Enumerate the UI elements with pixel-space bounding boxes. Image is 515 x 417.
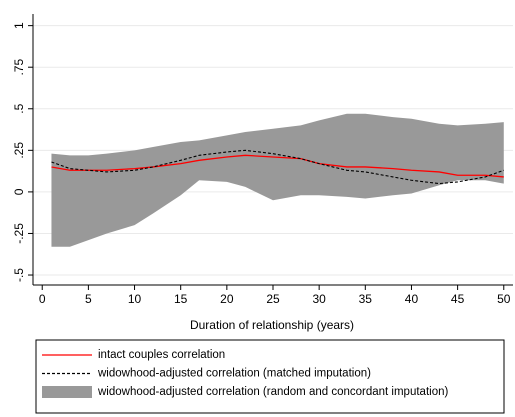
range-area xyxy=(51,113,504,247)
y-tick-label: .75 xyxy=(12,59,26,76)
legend-swatch xyxy=(42,386,92,398)
y-tick-label: 1 xyxy=(12,22,26,29)
line xyxy=(51,149,504,185)
legend-label: intact couples correlation xyxy=(98,349,225,361)
x-tick-label: 5 xyxy=(85,292,92,306)
legend-box xyxy=(35,339,505,414)
y-tick-label: .5 xyxy=(12,103,26,113)
x-tick-label: 35 xyxy=(359,292,373,306)
y-tick-label: 0 xyxy=(12,188,26,195)
line xyxy=(51,154,504,178)
legend: intact couples correlation widowhood-adju… xyxy=(42,349,448,398)
x-tick-label: 25 xyxy=(266,292,280,306)
y-tick-label: -.5 xyxy=(12,268,26,282)
y-tick-label: -.25 xyxy=(12,223,26,244)
x-tick-label: 0 xyxy=(39,292,46,306)
x-tick-label: 45 xyxy=(451,292,465,306)
legend-label: widowhood-adjusted correlation (random a… xyxy=(97,386,448,398)
x-tick-label: 40 xyxy=(405,292,419,306)
x-tick-label: 50 xyxy=(497,292,511,306)
x-tick-label: 20 xyxy=(220,292,234,306)
x-tick-label: 10 xyxy=(128,292,142,306)
x-tick-label: 30 xyxy=(312,292,326,306)
y-tick-label: .25 xyxy=(12,142,26,159)
x-axis-title: Duration of relationship (years) xyxy=(190,318,354,332)
legend-label: widowhood-adjusted correlation (matched … xyxy=(97,368,371,380)
x-tick-label: 15 xyxy=(174,292,188,306)
